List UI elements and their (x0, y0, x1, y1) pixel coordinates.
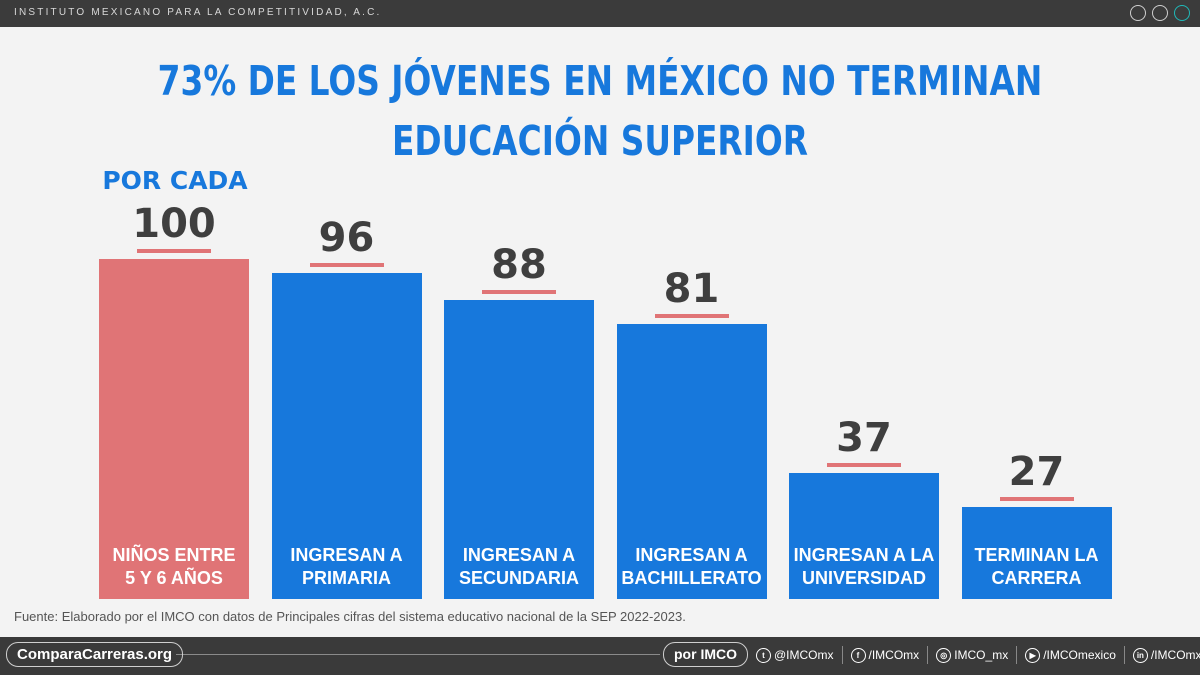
value-underline (482, 289, 556, 294)
value-underline (999, 497, 1074, 502)
value-underline (827, 463, 901, 468)
youtube-icon: ▶ (1025, 647, 1041, 663)
social-handle: @IMCOmx (774, 648, 834, 662)
social-link[interactable]: f/IMCOmx (850, 647, 920, 663)
social-link[interactable]: ◎ IMCO_mx (936, 647, 1009, 663)
window-controls (1130, 5, 1190, 21)
category-label-line: NIÑOS ENTRE (112, 545, 236, 565)
category-label: NIÑOS ENTRE 5 Y 6 AÑOS (99, 544, 249, 590)
site-link[interactable]: ComparaCarreras.org (6, 642, 184, 667)
social-link[interactable]: in/IMCOmx (1132, 647, 1200, 663)
category-label: INGRESAN A BACHILLERATO (617, 544, 767, 590)
social-handle: /IMCOmx (1150, 648, 1200, 662)
circle-icon (1174, 5, 1190, 21)
category-label-line: BACHILLERATO (621, 568, 762, 588)
category-label-line: INGRESAN A (290, 545, 403, 565)
chart-title-line: EDUCACIÓN SUPERIOR (391, 117, 809, 165)
by-imco-badge: por IMCO (663, 642, 748, 667)
chart-title-line: 73% DE LOS JÓVENES EN MÉXICO NO TERMINAN (157, 57, 1043, 105)
social-separator (841, 646, 843, 664)
source-note: Fuente: Elaborado por el IMCO con datos … (14, 609, 686, 624)
category-label-line: CARRERA (991, 568, 1082, 588)
social-link[interactable]: t @IMCOmx (756, 647, 834, 663)
linkedin-icon: in (1132, 647, 1148, 663)
category-label: INGRESAN A PRIMARIA (272, 544, 422, 590)
value-underline (137, 249, 211, 253)
category-label: INGRESAN A LA UNIVERSIDAD (789, 544, 939, 590)
category-label-line: TERMINAN LA (974, 545, 1099, 565)
social-handle: /IMCOmx (868, 648, 920, 662)
footer: ComparaCarreras.org por IMCO t @IMCOmx f/I… (0, 637, 1200, 675)
circle-icon (1130, 5, 1146, 21)
data-label: 100 (132, 201, 216, 247)
bar: INGRESAN A LA UNIVERSIDAD (789, 473, 939, 599)
twitter-icon: t (756, 647, 771, 663)
social-separator (927, 646, 929, 664)
circle-icon (1152, 5, 1168, 21)
por-cada-annotation: POR CADA (102, 166, 248, 195)
bar: NIÑOS ENTRE 5 Y 6 AÑOS (99, 259, 249, 599)
data-label: 96 (318, 214, 375, 261)
instagram-icon: ◎ (936, 647, 952, 663)
category-label: INGRESAN A SECUNDARIA (444, 544, 594, 590)
category-label-line: UNIVERSIDAD (801, 568, 926, 588)
chart-panel: 73% DE LOS JÓVENES EN MÉXICO NO TERMINAN… (0, 27, 1200, 637)
category-label-line: INGRESAN A (635, 545, 748, 565)
data-label: 81 (663, 265, 720, 312)
bar: INGRESAN A SECUNDARIA (444, 299, 594, 599)
social-links: t @IMCOmx f/IMCOmx ◎ IMCO_mx ▶/IMCOmexico in/I… (756, 646, 1200, 664)
social-link[interactable]: ▶/IMCOmexico (1025, 647, 1116, 663)
value-underline (654, 313, 729, 318)
social-separator (1016, 646, 1018, 664)
category-label-line: INGRESAN A LA (793, 545, 935, 565)
category-label-line: 5 Y 6 AÑOS (125, 568, 223, 588)
category-label: TERMINAN LA CARRERA (962, 544, 1112, 590)
org-name: INSTITUTO MEXICANO PARA LA COMPETITIVIDA… (14, 7, 382, 18)
data-label: 27 (1008, 449, 1065, 496)
category-label-line: SECUNDARIA (458, 568, 579, 588)
chart-title: 73% DE LOS JÓVENES EN MÉXICO NO TERMINAN… (120, 51, 1080, 171)
category-label-line: PRIMARIA (302, 568, 391, 588)
social-handle: IMCO_mx (954, 648, 1009, 662)
social-handle: /IMCOmexico (1043, 648, 1116, 662)
footer-divider (176, 654, 660, 655)
social-separator (1123, 646, 1125, 664)
data-label: 88 (491, 241, 547, 288)
bar: INGRESAN A PRIMARIA (271, 272, 422, 599)
data-label: 37 (836, 415, 892, 462)
top-bar: INSTITUTO MEXICANO PARA LA COMPETITIVIDA… (0, 0, 1200, 27)
category-label-line: INGRESAN A (462, 545, 576, 565)
bar: INGRESAN A BACHILLERATO (616, 323, 767, 599)
facebook-icon: f (850, 647, 866, 663)
value-underline (309, 262, 384, 267)
bar: TERMINAN LA CARRERA (961, 507, 1112, 599)
